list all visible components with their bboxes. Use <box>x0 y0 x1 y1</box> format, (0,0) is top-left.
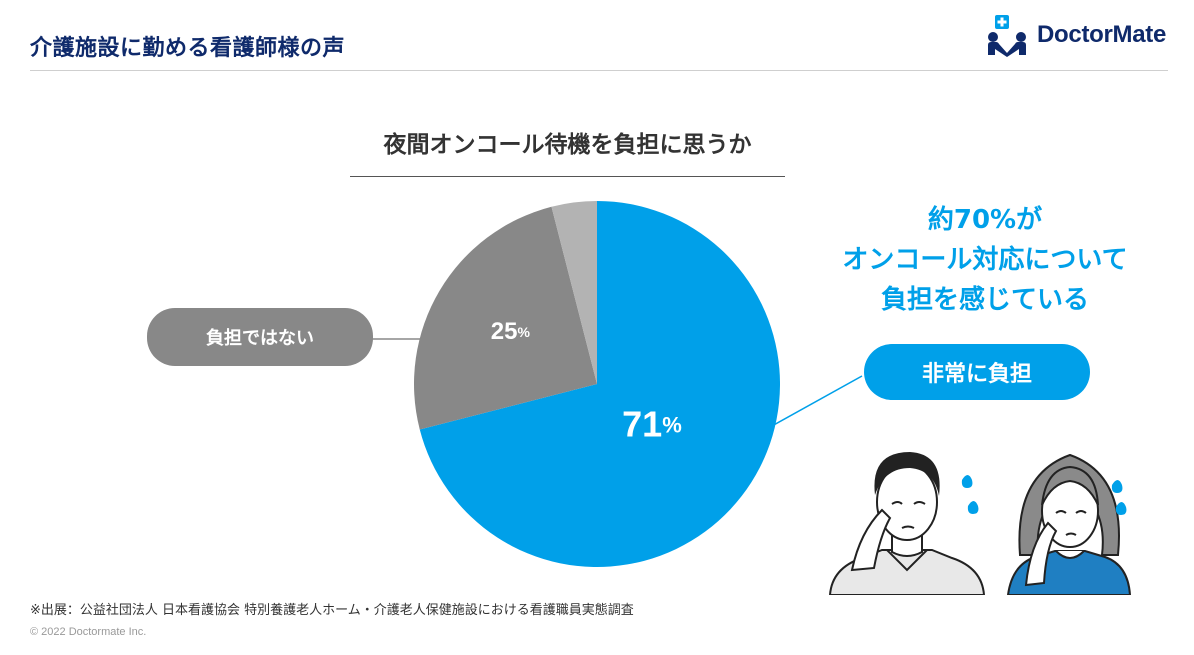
doctormate-logo: DoctorMate <box>985 13 1170 57</box>
logo-icon <box>988 15 1026 57</box>
woman-crying-icon <box>1006 453 1132 595</box>
pie-slice-label-2: 25% <box>491 318 531 345</box>
pie-slice-3 <box>551 201 597 384</box>
title-divider <box>30 70 1168 71</box>
man-crying-icon <box>828 452 986 595</box>
label-very-burden: 非常に負担 <box>864 344 1090 400</box>
copyright: © 2022 Doctormate Inc. <box>30 626 147 638</box>
callout-line-1: 約70%が <box>927 205 1043 235</box>
pie-slice-label-1: 71% <box>622 403 682 444</box>
source-note: ※出展：公益社団法人 日本看護協会 特別養護老人ホーム・介護老人保健施設における… <box>30 603 634 618</box>
pie-slice-1 <box>419 201 781 568</box>
pie-slice-2 <box>414 206 597 430</box>
callout-text: 約70%が オンコール対応について 負担を感じている <box>800 200 1170 320</box>
label-not-burden: 負担ではない <box>147 308 373 366</box>
logo-text: DoctorMate <box>1037 21 1167 48</box>
page-title: 介護施設に勤める看護師様の声 <box>30 36 346 61</box>
callout-line-2: オンコール対応について <box>842 245 1128 275</box>
chart-title: 夜間オンコール待機を負担に思うか <box>383 132 752 158</box>
chart-title-divider <box>350 176 785 177</box>
callout-line-3: 負担を感じている <box>880 285 1089 315</box>
